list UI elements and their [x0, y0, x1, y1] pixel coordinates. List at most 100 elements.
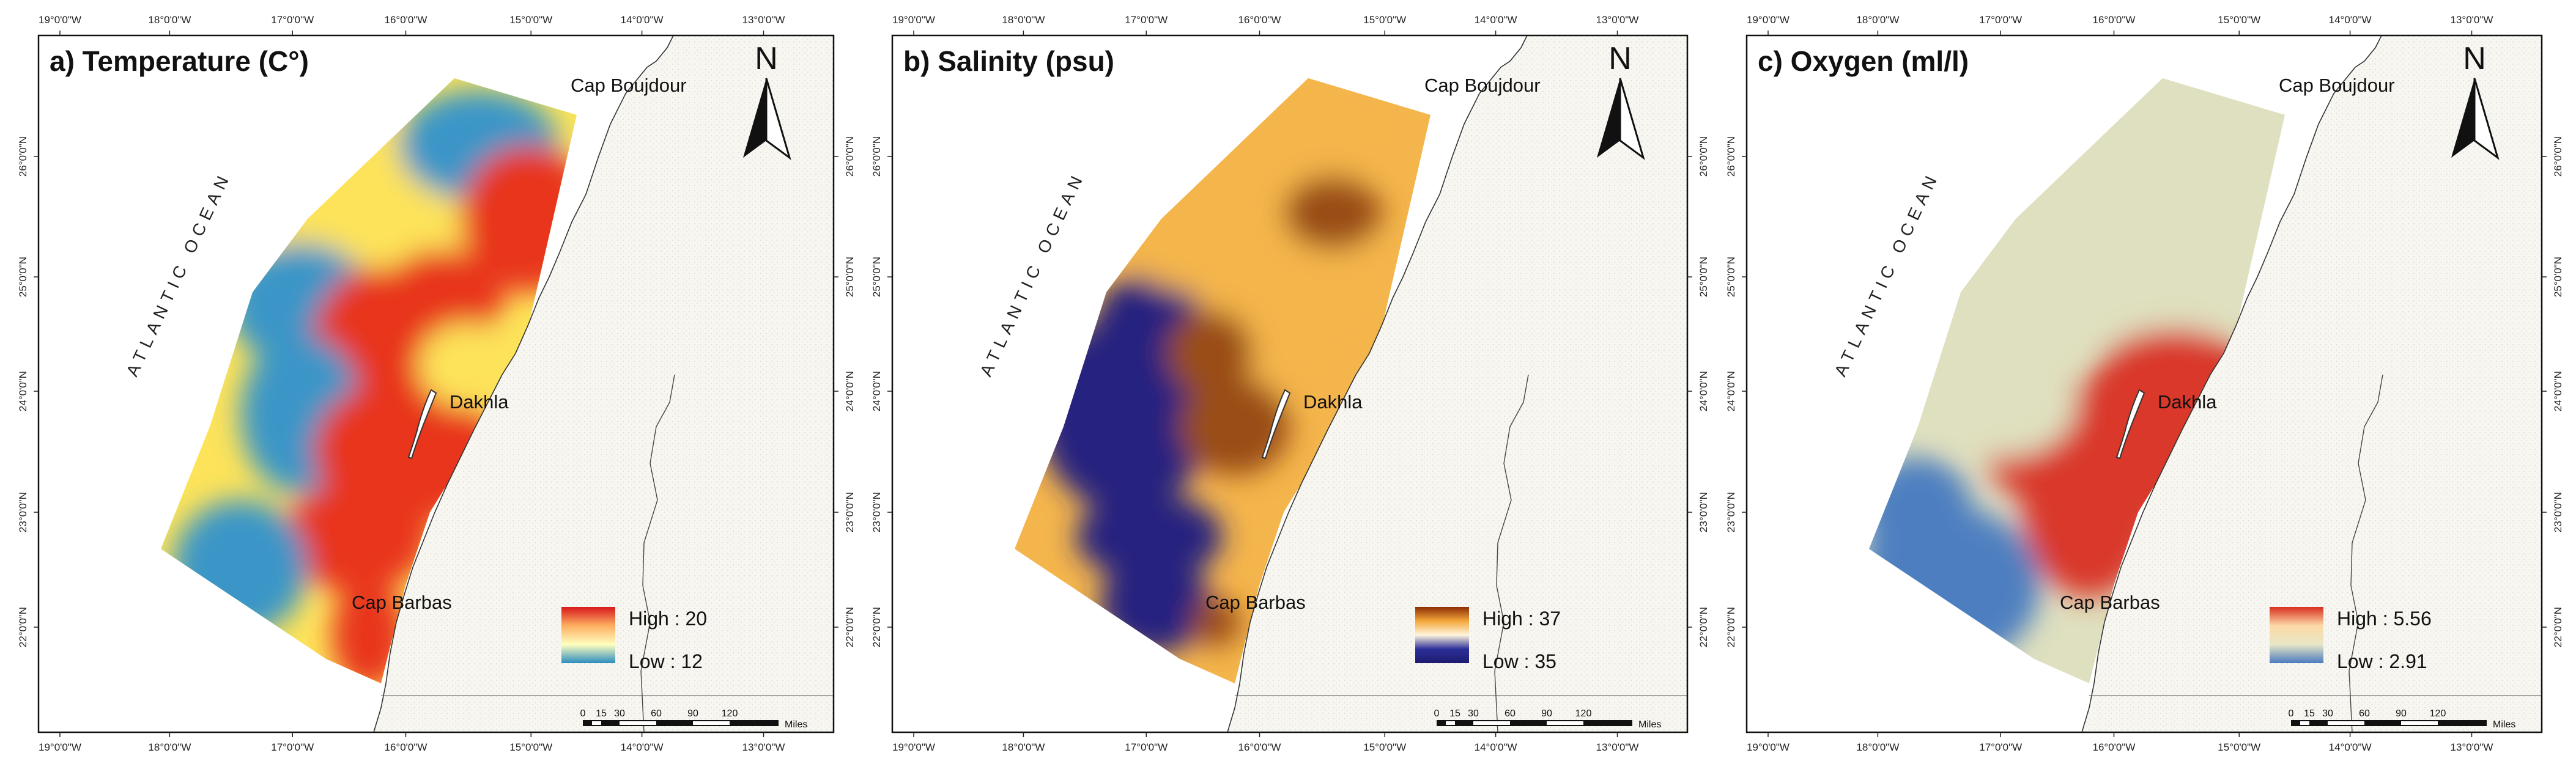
longitude-label-top: 13°0'0"W — [2451, 14, 2493, 26]
scale-unit: Miles — [1638, 719, 1661, 730]
longitude-label-top: 13°0'0"W — [1596, 14, 1639, 26]
surface-patch-high — [2022, 402, 2156, 598]
scale-segment — [1547, 721, 1583, 725]
latitude-label-right: 22°0'0"N — [844, 607, 856, 647]
scale-tick-label: 15 — [596, 708, 607, 719]
place-label: Dakhla — [1303, 391, 1363, 413]
longitude-label-bottom: 13°0'0"W — [1596, 741, 1639, 753]
latitude-label-left: 25°0'0"N — [1725, 257, 1737, 297]
scale-tick-label: 60 — [2359, 708, 2370, 719]
latitude-label-left: 24°0'0"N — [17, 371, 29, 411]
border-line — [2348, 374, 2383, 732]
latitude-label-right: 25°0'0"N — [844, 257, 856, 297]
latitude-label-left: 22°0'0"N — [871, 607, 883, 647]
latitude-label-left: 23°0'0"N — [871, 492, 883, 532]
latitude-label-right: 22°0'0"N — [2552, 607, 2564, 647]
scale-segment — [693, 721, 730, 725]
scale-bar-base — [1437, 720, 1632, 726]
scale-tick-label: 15 — [2304, 708, 2315, 719]
north-arrow-right — [765, 78, 791, 160]
longitude-label-bottom: 17°0'0"W — [271, 741, 314, 753]
scale-tick-label: 60 — [1505, 708, 1516, 719]
scale-bar: 0 15 30 60 90 120 Miles — [1434, 708, 1662, 730]
latitude-label-right: 22°0'0"N — [1698, 607, 1709, 647]
latitude-label-right: 24°0'0"N — [1698, 371, 1709, 411]
longitude-label-bottom: 18°0'0"W — [148, 741, 191, 753]
panel-title: a) Temperature (C°) — [50, 45, 309, 77]
scale-segment — [1473, 721, 1510, 725]
longitude-label-top: 19°0'0"W — [39, 14, 81, 26]
place-label: Cap Barbas — [2060, 592, 2160, 613]
latitude-label-right: 24°0'0"N — [844, 371, 856, 411]
longitude-label-top: 16°0'0"W — [2093, 14, 2136, 26]
legend-color-ramp — [2270, 607, 2323, 663]
north-arrow-icon: N — [1597, 41, 1645, 160]
legend-color-ramp — [561, 607, 615, 663]
longitude-label-top: 16°0'0"W — [385, 14, 427, 26]
place-label: Dakhla — [2158, 391, 2217, 413]
north-label: N — [755, 41, 778, 76]
map-frame — [891, 34, 1689, 733]
longitude-label-bottom: 19°0'0"W — [39, 741, 81, 753]
longitude-label-top: 17°0'0"W — [1125, 14, 1168, 26]
panel-title: b) Salinity (psu) — [903, 45, 1114, 77]
longitude-label-top: 19°0'0"W — [892, 14, 935, 26]
latitude-label-right: 25°0'0"N — [1698, 257, 1709, 297]
latitude-label-left: 25°0'0"N — [17, 257, 29, 297]
scale-tick-label: 120 — [722, 708, 738, 719]
scale-bar-base — [2291, 720, 2487, 726]
latitude-label-left: 24°0'0"N — [871, 371, 883, 411]
north-arrow-right — [1619, 78, 1645, 160]
legend-low: Low : 35 — [1482, 650, 1556, 672]
north-arrow-left — [1597, 78, 1620, 158]
scale-tick-label: 0 — [2289, 708, 2294, 719]
longitude-label-bottom: 17°0'0"W — [1125, 741, 1168, 753]
scale-tick-label: 120 — [2430, 708, 2446, 719]
north-label: N — [1608, 41, 1632, 76]
longitude-label-top: 17°0'0"W — [1979, 14, 2022, 26]
north-arrow-left — [2451, 78, 2474, 158]
longitude-label-bottom: 18°0'0"W — [1856, 741, 1899, 753]
longitude-label-bottom: 14°0'0"W — [621, 741, 664, 753]
map-frame — [37, 34, 835, 733]
place-label: Dakhla — [450, 391, 509, 413]
latitude-label-left: 25°0'0"N — [871, 257, 883, 297]
place-label: Cap Boujdour — [2279, 75, 2395, 96]
latitude-label-left: 23°0'0"N — [1725, 492, 1737, 532]
land-mass — [373, 35, 834, 732]
longitude-label-top: 18°0'0"W — [1002, 14, 1045, 26]
legend: High : 20 Low : 12 — [561, 607, 707, 672]
latitude-label-right: 23°0'0"N — [2552, 492, 2564, 532]
surface-patch-high — [283, 482, 430, 592]
longitude-label-bottom: 15°0'0"W — [2218, 741, 2260, 753]
scale-tick-label: 30 — [1468, 708, 1479, 719]
latitude-label-left: 26°0'0"N — [871, 136, 883, 177]
longitude-label-top: 13°0'0"W — [742, 14, 785, 26]
longitude-label-top: 18°0'0"W — [148, 14, 191, 26]
scale-tick-label: 30 — [2322, 708, 2333, 719]
scale-tick-label: 0 — [1434, 708, 1440, 719]
land-mass — [1227, 35, 1687, 732]
scale-segment — [620, 721, 656, 725]
longitude-label-bottom: 17°0'0"W — [1979, 741, 2022, 753]
scale-bar: 0 15 30 60 90 120 Miles — [580, 708, 808, 730]
longitude-label-bottom: 18°0'0"W — [1002, 741, 1045, 753]
dakhla-peninsula — [1261, 389, 1291, 460]
latitude-label-right: 23°0'0"N — [1698, 492, 1709, 532]
legend-low: Low : 2.91 — [2337, 650, 2427, 672]
scale-tick-label: 0 — [580, 708, 586, 719]
scale-segment — [2328, 721, 2364, 725]
longitude-label-bottom: 19°0'0"W — [892, 741, 935, 753]
legend-low: Low : 12 — [629, 650, 703, 672]
scale-tick-label: 90 — [2396, 708, 2407, 719]
scale-unit: Miles — [2493, 719, 2515, 730]
surface-patch-mid — [1930, 347, 2077, 457]
place-label: Cap Barbas — [352, 592, 452, 613]
longitude-label-top: 14°0'0"W — [2329, 14, 2372, 26]
scale-segment — [2300, 721, 2309, 725]
latitude-label-right: 26°0'0"N — [1698, 136, 1709, 177]
legend: High : 37 Low : 35 — [1415, 607, 1561, 672]
